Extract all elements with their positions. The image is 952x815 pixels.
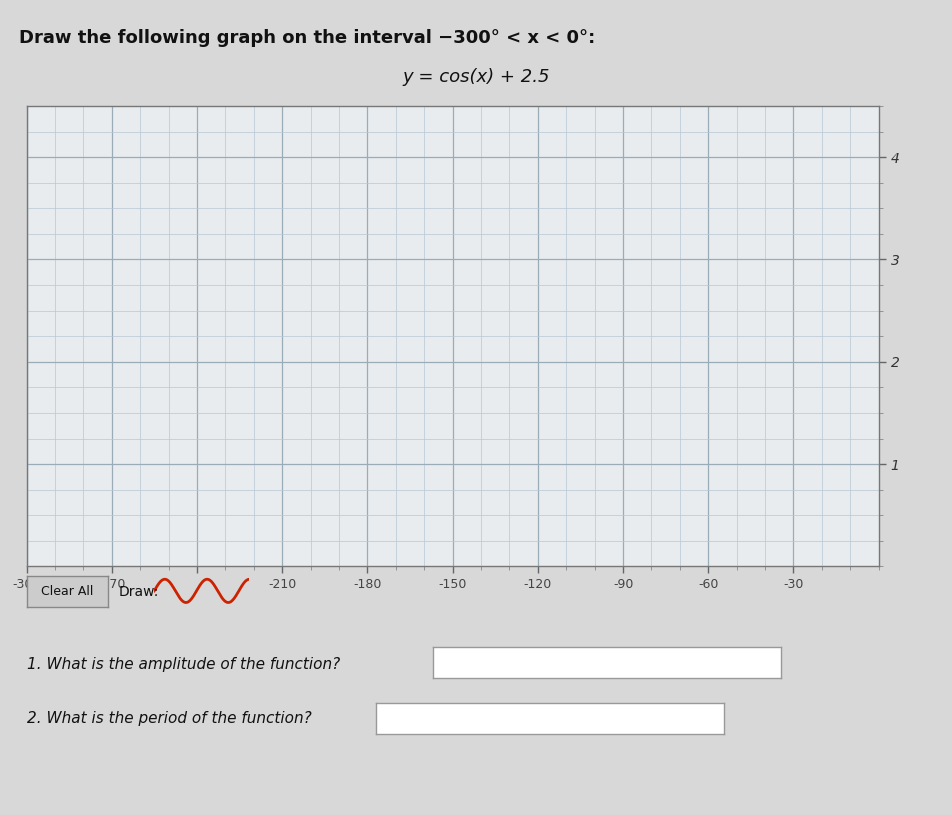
Text: y = cos(x) + 2.5: y = cos(x) + 2.5 xyxy=(403,68,549,86)
Text: Draw:: Draw: xyxy=(119,584,159,599)
Text: Draw the following graph on the interval −300° < x < 0°:: Draw the following graph on the interval… xyxy=(19,29,595,46)
Text: Clear All: Clear All xyxy=(41,585,93,598)
Text: 1. What is the amplitude of the function?: 1. What is the amplitude of the function… xyxy=(27,657,340,672)
Text: 2. What is the period of the function?: 2. What is the period of the function? xyxy=(27,711,311,726)
